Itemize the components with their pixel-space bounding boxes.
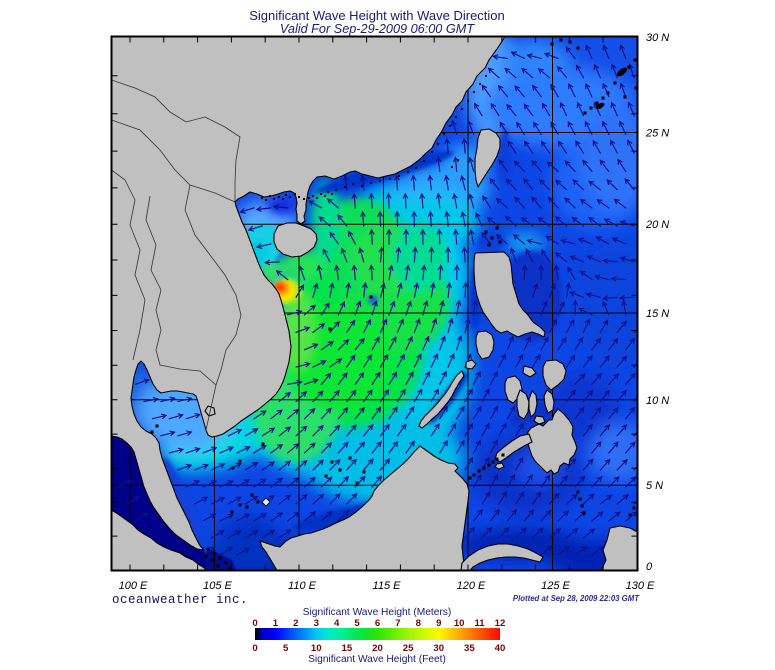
svg-text:5 N: 5 N — [646, 480, 663, 492]
svg-text:Plotted at Sep 28, 2009 22:03: Plotted at Sep 28, 2009 22:03 GMT — [513, 594, 640, 603]
svg-text:oceanweather inc.: oceanweather inc. — [112, 593, 248, 607]
svg-text:0: 0 — [646, 561, 653, 573]
svg-text:5: 5 — [354, 618, 360, 629]
svg-text:30: 30 — [433, 643, 444, 654]
svg-text:10: 10 — [311, 643, 322, 654]
svg-text:6: 6 — [375, 618, 380, 629]
svg-text:Valid For Sep-29-2009 06:00 GM: Valid For Sep-29-2009 06:00 GMT — [280, 22, 475, 36]
svg-text:0: 0 — [252, 643, 257, 654]
svg-text:11: 11 — [475, 618, 486, 629]
svg-text:8: 8 — [416, 618, 422, 629]
svg-text:1: 1 — [273, 618, 279, 629]
svg-text:115 E: 115 E — [373, 580, 402, 592]
svg-text:25: 25 — [403, 643, 414, 654]
svg-text:0: 0 — [252, 618, 257, 629]
svg-text:Significant Wave Height (Meter: Significant Wave Height (Meters) — [303, 607, 452, 618]
svg-text:10 N: 10 N — [646, 395, 669, 407]
svg-text:12: 12 — [495, 618, 506, 629]
svg-text:5: 5 — [283, 643, 289, 654]
svg-text:15 N: 15 N — [646, 308, 669, 320]
svg-text:9: 9 — [436, 618, 441, 629]
svg-text:Significant Wave Height with W: Significant Wave Height with Wave Direct… — [249, 8, 505, 23]
svg-text:35: 35 — [464, 643, 475, 654]
svg-text:20: 20 — [372, 643, 383, 654]
svg-text:125 E: 125 E — [541, 580, 570, 592]
svg-text:25 N: 25 N — [645, 128, 669, 140]
svg-text:40: 40 — [495, 643, 506, 654]
svg-text:7: 7 — [395, 618, 400, 629]
svg-text:120 E: 120 E — [457, 580, 486, 592]
svg-text:110 E: 110 E — [288, 580, 317, 592]
svg-text:10: 10 — [454, 618, 465, 629]
svg-text:2: 2 — [293, 618, 298, 629]
svg-text:15: 15 — [342, 643, 353, 654]
svg-text:30 N: 30 N — [646, 32, 669, 44]
svg-text:100 E: 100 E — [119, 580, 148, 592]
svg-text:20 N: 20 N — [645, 219, 669, 231]
svg-text:130 E: 130 E — [626, 580, 655, 592]
svg-text:4: 4 — [334, 618, 340, 629]
svg-text:3: 3 — [314, 618, 319, 629]
svg-text:Significant Wave Height (Feet): Significant Wave Height (Feet) — [308, 654, 446, 665]
svg-text:105 E: 105 E — [203, 580, 232, 592]
